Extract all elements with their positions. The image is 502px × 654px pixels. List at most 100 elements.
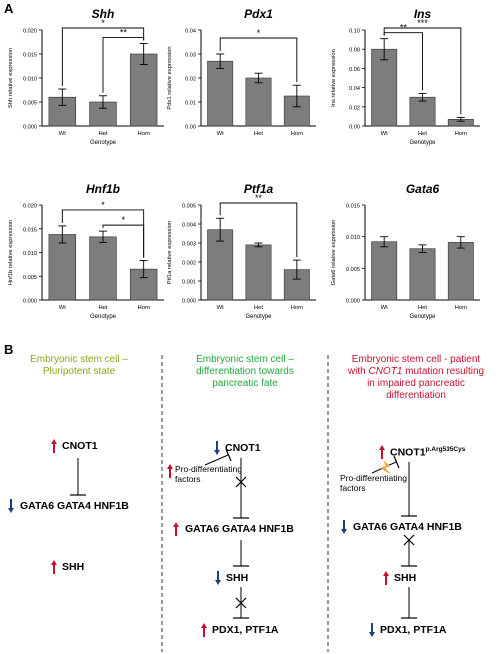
bar — [409, 96, 436, 127]
x-tick-label: Wt — [59, 305, 66, 311]
col2-inhibit-pro-cnot1 — [204, 448, 232, 466]
col3-gata-down-arrow-icon — [341, 520, 347, 534]
significance-label: ** — [255, 193, 263, 203]
x-axis-label: Genotype — [409, 140, 436, 146]
y-tick-label: 0.04 — [349, 86, 360, 92]
y-tick-label: 0.005 — [182, 204, 196, 210]
x-tick-label: Hom — [138, 305, 150, 311]
y-tick-label: 0.03 — [185, 53, 196, 59]
col2-shh-down-arrow-icon — [215, 571, 221, 585]
chart-title: Pdx1 — [244, 7, 273, 21]
chart-title: Shh — [92, 7, 115, 21]
pathway-diagram — [8, 355, 417, 652]
col3-pdx-down-arrow-icon — [369, 623, 375, 637]
x-axis-label: Genotype — [90, 140, 117, 146]
col2-pdx-up-arrow-icon — [201, 623, 207, 637]
mutation-bolt-icon — [380, 460, 392, 475]
y-tick-label: 0.06 — [349, 67, 360, 73]
x-tick-label: Wt — [381, 305, 388, 311]
y-tick-label: 0.000 — [182, 299, 196, 305]
col3-cnot1-variant: p.Arg535Cys — [425, 446, 466, 453]
col3-title: Embryonic stem cell - patient with CNOT1… — [332, 354, 500, 402]
significance-label: ** — [120, 27, 128, 37]
x-tick-label: Wt — [217, 305, 224, 311]
significance-label: * — [122, 215, 126, 225]
significance-bracket — [383, 27, 462, 115]
significance-label: *** — [417, 18, 428, 28]
y-axis-label: Hnf1b relative expression — [8, 220, 14, 285]
col2-pro-line1: Pro-differentiating — [175, 464, 242, 474]
col1-cnot1-label: CNOT1 — [62, 440, 98, 452]
y-tick-label: 0.002 — [182, 261, 196, 267]
x-tick-label: Hom — [291, 131, 303, 137]
col1-gata-row: GATA6 GATA4 HNF1B — [20, 500, 129, 512]
col2-gata-up-arrow-icon — [173, 522, 179, 536]
y-tick-label: 0.010 — [346, 235, 360, 241]
chart-pdx1: Pdx1 0.00 0.01 0.02 0.03 0.04 Pdx1 relative ex… — [167, 7, 316, 137]
bar — [89, 236, 117, 301]
col3-cnot1-label: CNOT1p.Arg535Cys — [390, 446, 465, 459]
bar — [48, 234, 77, 301]
chart-title: Hnf1b — [86, 182, 120, 196]
bar — [371, 241, 398, 301]
y-axis-label: Ptf1a relative expression — [167, 221, 173, 284]
col3-title-line2-gene: CNOT1 — [368, 366, 403, 377]
col1-gata6-down-arrow-icon — [8, 499, 14, 513]
significance-bracket — [61, 27, 145, 87]
chart-hnf1b: Hnf1b 0.000 0.005 0.010 0.015 0.020 Hnf1b rela… — [8, 182, 164, 320]
col2-cnot1-label: CNOT1 — [225, 442, 261, 454]
col2-pro-factors-up-arrow-icon — [167, 464, 173, 478]
significance-label: * — [101, 200, 105, 210]
chart-title: Ins — [414, 7, 432, 21]
x-tick-label: Wt — [59, 131, 66, 137]
col1-title-line2: Pluripotent state — [42, 366, 116, 377]
significance-label: * — [257, 28, 261, 38]
col2-gata-row: GATA6 GATA4 HNF1B — [185, 523, 294, 535]
col2-pro-line2: factors — [175, 474, 201, 484]
y-tick-label: 0.04 — [185, 29, 196, 35]
x-tick-label: Wt — [381, 131, 388, 137]
y-tick-label: 0.005 — [23, 101, 37, 107]
col2-cross-2 — [235, 597, 247, 609]
y-axis-label: Pdx1 relative expression — [167, 46, 173, 109]
bar-charts: Shh 0.000 0.005 0.010 0.015 0.020 Shh relative… — [8, 7, 480, 320]
significance-bracket — [102, 224, 145, 258]
x-axis-label: Genotype — [245, 314, 272, 320]
y-tick-label: 0.010 — [23, 77, 37, 83]
col2-pro-factors: Pro-differentiating factors — [175, 464, 242, 484]
significance-bracket — [219, 202, 298, 258]
x-tick-label: Het — [418, 131, 427, 137]
y-tick-label: 0.000 — [23, 299, 37, 305]
panel-letter-a: A — [4, 1, 14, 16]
y-axis-label: Ins relative expression — [331, 49, 337, 107]
x-tick-label: Wt — [217, 131, 224, 137]
col3-cnot1-text: CNOT1 — [390, 446, 426, 459]
col1-title-line1: Embryonic stem cell – — [30, 354, 128, 365]
y-tick-label: 0.000 — [346, 299, 360, 305]
col1-cnot1-up-arrow-icon — [51, 439, 57, 453]
col2-title-line3: pancreatic fate — [212, 378, 278, 389]
panel-a: A Shh 0.000 0.005 0.010 0.015 0.020 Shh relati… — [0, 0, 502, 320]
col3-inhibit-shh-pdx — [401, 587, 417, 619]
col3-cross — [403, 534, 415, 546]
y-tick-label: 0.02 — [185, 77, 196, 83]
col3-pro-line2: factors — [340, 483, 366, 493]
col1-inhibit-cnot1-gata — [70, 458, 86, 496]
y-tick-label: 0.015 — [23, 227, 37, 233]
x-tick-label: Het — [254, 131, 263, 137]
y-tick-label: 0.02 — [349, 105, 360, 111]
y-tick-label: 0.00 — [349, 125, 360, 131]
col2-shh-label: SHH — [226, 572, 249, 584]
x-tick-label: Het — [98, 305, 107, 311]
x-tick-label: Hom — [138, 131, 150, 137]
y-tick-label: 0.10 — [349, 29, 360, 35]
col2-title: Embryonic stem cell – differentiation to… — [166, 354, 324, 390]
col1-shh-label: SHH — [62, 561, 85, 573]
y-tick-label: 0.005 — [346, 267, 360, 273]
col3-cnot1-up-arrow-icon — [379, 445, 385, 459]
y-tick-label: 0.015 — [346, 204, 360, 210]
col3-pdx-label: PDX1, PTF1A — [380, 624, 447, 636]
bar — [129, 53, 158, 127]
y-tick-label: 0.00 — [185, 125, 196, 131]
col3-pro-factors: Pro-differentiating factors — [340, 473, 407, 493]
